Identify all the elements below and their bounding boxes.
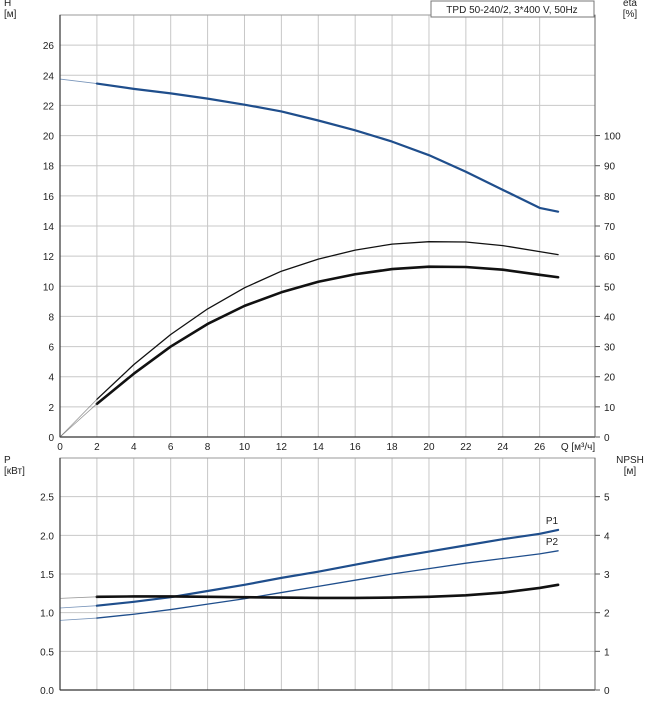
head-panel-y2label-line-1: eta — [623, 0, 637, 9]
power-panel-ytick-label: 1.5 — [40, 570, 54, 581]
chart-title: TPD 50-240/2, 3*400 V, 50Hz — [446, 5, 577, 16]
head-panel-y2tick-label: 20 — [604, 373, 616, 384]
head-panel-series-main-0-line — [95, 82, 560, 213]
power-panel-ytick-label: 2.0 — [40, 531, 54, 542]
head-panel-y2tick-label: 60 — [604, 252, 616, 263]
x-tick-label: 24 — [497, 442, 509, 453]
head-panel-series-extrap-5-line — [59, 403, 98, 438]
power-panel-ytick-label: 0.5 — [40, 647, 54, 658]
x-tick-label: 18 — [387, 442, 399, 453]
power-panel-series-p2-line — [96, 550, 559, 619]
x-tick-label: 0 — [57, 442, 63, 453]
power-panel-y2tick-label: 3 — [604, 570, 610, 581]
power-panel-ytick-label: 2.5 — [40, 493, 54, 504]
head-panel-ytick-label: 16 — [43, 192, 55, 203]
power-panel-y2label-line-2: [м] — [624, 466, 637, 477]
head-panel-ytick-label: 10 — [43, 282, 55, 293]
head-panel-y2tick-label: 0 — [604, 433, 610, 444]
chart-title-box: TPD 50-240/2, 3*400 V, 50Hz — [430, 0, 595, 18]
head-panel-ytick-label: 26 — [43, 41, 55, 52]
head-panel-series-extrap-1-line — [59, 78, 98, 84]
head-panel-y2tick-label: 90 — [604, 162, 616, 173]
head-panel-y2tick-label: 50 — [604, 282, 616, 293]
chart-title-frame — [430, 0, 595, 18]
x-tick-label: 12 — [276, 442, 288, 453]
head-panel-y2tick-label: 100 — [604, 132, 621, 143]
x-tick-label: 14 — [313, 442, 325, 453]
x-tick-label: 20 — [423, 442, 435, 453]
power-panel-ylabel-line-2: [кВт] — [4, 466, 25, 477]
power-panel-y2tick-label: 2 — [604, 609, 610, 620]
power-panel-series-label-p1: P1 — [546, 516, 559, 527]
head-panel-series-thin-2-line — [96, 241, 559, 400]
x-tick-label: 26 — [534, 442, 546, 453]
head-panel-ytick-label: 24 — [43, 71, 55, 82]
head-panel-ytick-label: 12 — [43, 252, 55, 263]
power-panel-ylabel-line-1: P — [4, 455, 11, 466]
head-panel-ytick-label: 8 — [48, 312, 54, 323]
x-tick-label: 4 — [131, 442, 137, 453]
x-tick-label: 6 — [168, 442, 174, 453]
power-panel-series-extrap-1-line — [59, 605, 98, 609]
power-panel-y2tick-label: 0 — [604, 686, 610, 697]
head-panel-ytick-label: 22 — [43, 101, 55, 112]
x-tick-label: 16 — [350, 442, 362, 453]
head-panel-series-extrap-3-line — [59, 398, 98, 438]
x-tick-label: 2 — [94, 442, 100, 453]
head-panel-ytick-label: 18 — [43, 162, 55, 173]
power-panel-y2tick-label: 1 — [604, 647, 610, 658]
power-panel-series-extrap-5-line — [59, 596, 98, 599]
head-panel: 0246810121416182022242601020304050607080… — [43, 14, 621, 444]
head-panel-series-thick-4-line — [95, 265, 560, 406]
head-panel-ytick-label: 2 — [48, 403, 54, 414]
head-panel-y2tick-label: 10 — [604, 403, 616, 414]
power-panel-series-label-p2: P2 — [546, 537, 559, 548]
x-tick-label: 8 — [205, 442, 211, 453]
power-panel-y2tick-label: 5 — [604, 493, 610, 504]
x-axis-label: Q [м³/ч] — [561, 442, 596, 453]
head-panel-y2label-line-2: [%] — [623, 9, 638, 20]
power-panel-series-thick-4-line — [95, 583, 560, 600]
x-tick-label: 10 — [239, 442, 251, 453]
power-panel-ytick-label: 0.0 — [40, 686, 54, 697]
head-panel-ytick-label: 4 — [48, 373, 54, 384]
power-panel-ytick-label: 1.0 — [40, 609, 54, 620]
head-panel-y2tick-label: 30 — [604, 343, 616, 354]
head-panel-ylabel-line-2: [м] — [4, 9, 17, 20]
head-panel-ytick-label: 0 — [48, 433, 54, 444]
head-panel-y2tick-label: 40 — [604, 312, 616, 323]
head-panel-ytick-label: 6 — [48, 343, 54, 354]
head-panel-y2tick-label: 80 — [604, 192, 616, 203]
head-panel-ytick-label: 20 — [43, 132, 55, 143]
head-panel-ylabel-line-1: H — [4, 0, 11, 9]
x-tick-label: 22 — [460, 442, 472, 453]
power-panel-y2tick-label: 4 — [604, 531, 610, 542]
power-panel-series-extrap-3-line — [59, 617, 98, 621]
head-panel-ytick-label: 14 — [43, 222, 55, 233]
power-panel: 0.0 0.5 1.0 1.5 2.0 2.5 0 1 2 3 4 5 P1 P2 — [40, 457, 610, 697]
power-panel-y2label-line-1: NPSH — [616, 455, 644, 466]
head-panel-y2tick-label: 70 — [604, 222, 616, 233]
